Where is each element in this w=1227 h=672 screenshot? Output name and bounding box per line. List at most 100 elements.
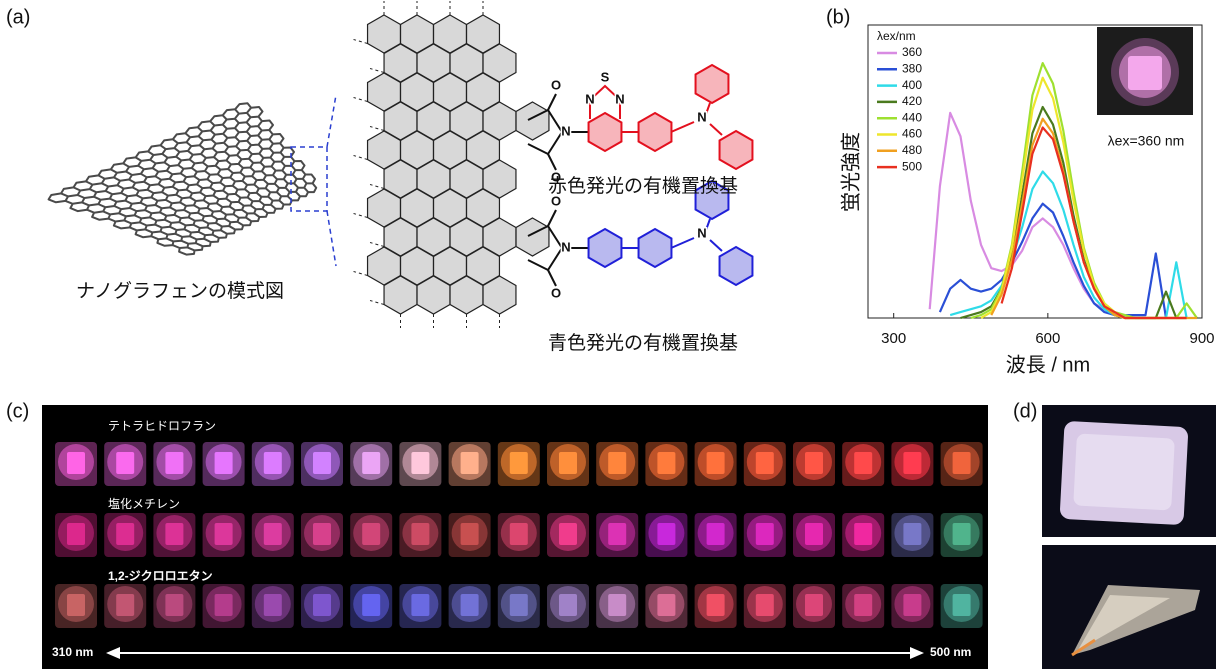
zoom-line [327, 95, 336, 147]
x-tick-label: 900 [1189, 330, 1214, 347]
graphene-sheet [49, 103, 317, 254]
spectrum-line [940, 204, 1166, 318]
zoom-line [327, 211, 336, 266]
bond [548, 94, 556, 110]
vial [313, 523, 331, 545]
x-tick-label: 600 [1035, 330, 1060, 347]
vial [510, 523, 528, 545]
dangling-bond [354, 272, 368, 276]
vial [657, 452, 675, 474]
x-tick-label: 300 [881, 330, 906, 347]
vial [608, 594, 626, 616]
vials [55, 442, 983, 628]
dangling-bond [354, 40, 368, 44]
inset-caption: λex=360 nm [1108, 133, 1185, 149]
vial [707, 523, 725, 545]
vial [953, 523, 971, 545]
solvent-label: 1,2-ジクロロエタン [108, 569, 213, 583]
substituent-label: 赤色発光の有機置換基 [548, 175, 738, 197]
vial [264, 452, 282, 474]
vial [608, 523, 626, 545]
aryl-ring [720, 247, 753, 285]
vial [264, 523, 282, 545]
x-axis-label: 波長 / nm [1006, 353, 1090, 376]
vial [461, 452, 479, 474]
ring [516, 218, 549, 256]
vial [165, 594, 183, 616]
ring [516, 102, 549, 140]
vial [559, 594, 577, 616]
panel-label: (d) [1013, 400, 1037, 422]
atom-label: S [601, 69, 610, 84]
dangling-bond [370, 127, 384, 131]
legend-label: 480 [902, 143, 922, 157]
vial [67, 452, 85, 474]
vial [903, 452, 921, 474]
panel-label: (a) [6, 6, 30, 28]
vial [854, 523, 872, 545]
vial [510, 594, 528, 616]
vial [67, 523, 85, 545]
atom-label: N [697, 109, 706, 124]
vial [903, 594, 921, 616]
vial [165, 523, 183, 545]
vial [608, 452, 626, 474]
legend-label: 360 [902, 45, 922, 59]
legend-title: λex/nm [877, 29, 916, 43]
bond [710, 240, 722, 251]
inset-photo [1128, 56, 1162, 90]
vial [805, 594, 823, 616]
vial [461, 523, 479, 545]
substituent-label: 青色発光の有機置換基 [548, 332, 738, 354]
solvent-label: テトラヒドロフラン [108, 419, 216, 433]
legend-label: 440 [902, 110, 922, 124]
vial [854, 594, 872, 616]
vial [411, 594, 429, 616]
legend-label: 420 [902, 94, 922, 108]
vial [559, 452, 577, 474]
atom-label: N [561, 239, 570, 254]
figure: (a) (b) (c) (d) ナノグラフェンの模式図 ONONSNNONON … [0, 0, 1227, 672]
dangling-bond [354, 156, 368, 160]
vial [953, 452, 971, 474]
vial [756, 594, 774, 616]
legend-label: 460 [902, 127, 922, 141]
vial [903, 523, 921, 545]
vial [756, 523, 774, 545]
caption: ナノグラフェンの模式図 [76, 280, 284, 302]
legend-label: 380 [902, 61, 922, 75]
vial [264, 594, 282, 616]
vial [116, 523, 134, 545]
vial [116, 594, 134, 616]
legend-label: 400 [902, 78, 922, 92]
dangling-bond [354, 98, 368, 102]
vial [411, 452, 429, 474]
vial [116, 452, 134, 474]
vial [362, 594, 380, 616]
atom-label: O [551, 285, 561, 300]
vial [707, 452, 725, 474]
dangling-bond [370, 301, 384, 305]
vial [657, 523, 675, 545]
bond [548, 154, 556, 170]
vial [165, 452, 183, 474]
vial [362, 452, 380, 474]
aryl-ring [589, 229, 622, 267]
aryl-ring [589, 113, 622, 151]
bond [548, 210, 556, 226]
vial [953, 594, 971, 616]
aryl-ring [696, 65, 729, 103]
vial [362, 523, 380, 545]
vial [215, 452, 233, 474]
vial [805, 523, 823, 545]
bond [710, 124, 722, 135]
vial [215, 523, 233, 545]
vial [313, 594, 331, 616]
vial [411, 523, 429, 545]
atom-label: N [561, 123, 570, 138]
vial [215, 594, 233, 616]
vial [510, 452, 528, 474]
vial [805, 452, 823, 474]
vial [461, 594, 479, 616]
